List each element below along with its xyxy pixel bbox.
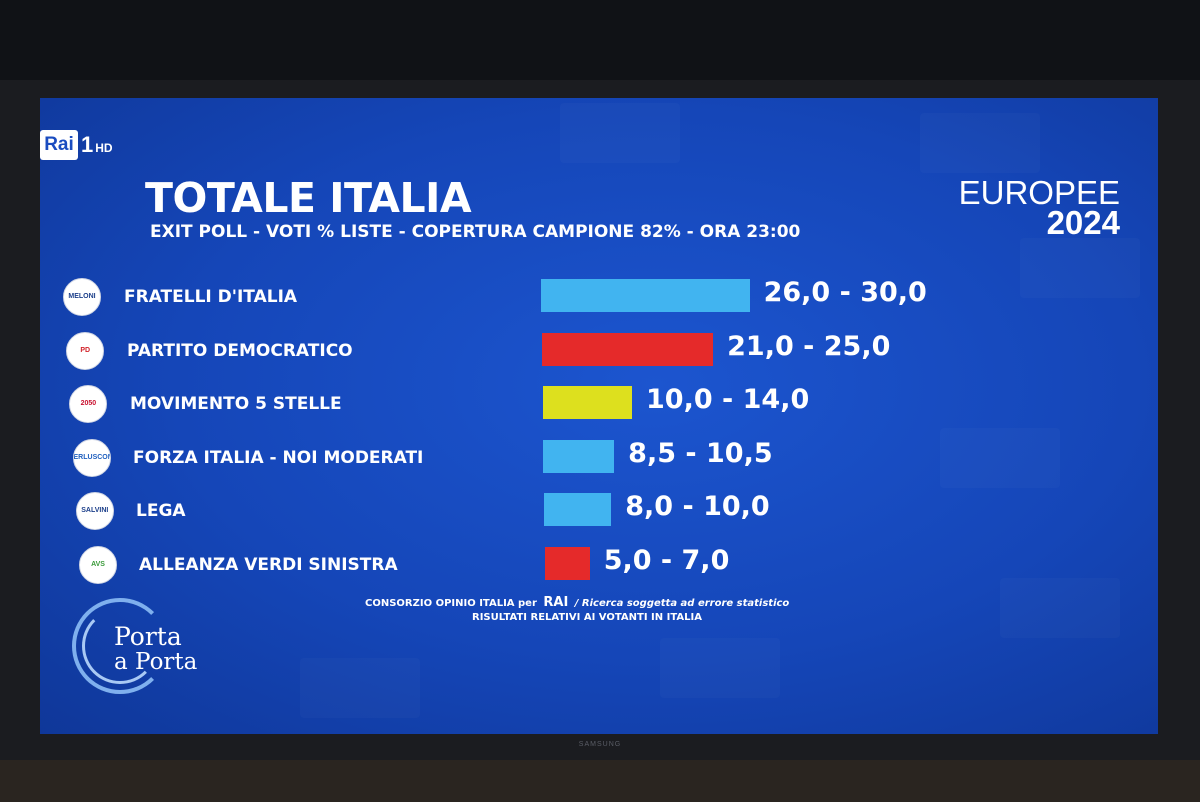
m5s-logo-icon: 2050	[69, 385, 108, 423]
chart-row: PD PARTITO DEMOCRATICO 21,0 - 25,0	[40, 327, 1158, 379]
party-logo-text: 2050	[80, 400, 97, 407]
category-label: FRATELLI D'ITALIA	[124, 287, 298, 307]
category-label: PARTITO DEMOCRATICO	[127, 340, 353, 361]
chart-row: 2050 MOVIMENTO 5 STELLE 10,0 - 14,0	[40, 380, 1158, 432]
program-ring-icon	[82, 608, 158, 684]
bar	[541, 279, 750, 312]
bar	[541, 332, 714, 366]
channel-quality: HD	[95, 141, 113, 155]
party-logo-text: MELONI	[68, 293, 96, 300]
party-logo-text: SALVINI	[81, 507, 109, 514]
tv-brand: SAMSUNG	[578, 741, 622, 748]
program-title-line2: a Porta	[114, 649, 198, 675]
party-logo-text: AVS	[91, 560, 105, 568]
source-brand: RAI	[543, 595, 569, 610]
source-note: / Ricerca soggetta ad errore statistico	[574, 598, 790, 609]
bar	[544, 493, 612, 526]
election-year: 2024	[1046, 204, 1120, 241]
program-logo: Porta a Porta	[70, 596, 220, 700]
program-ring-icon	[72, 598, 168, 694]
bar	[543, 439, 615, 473]
data-label: 21,0 - 25,0	[727, 330, 891, 362]
category-label: MOVIMENTO 5 STELLE	[130, 394, 342, 414]
rai-logo-icon: Rai	[40, 130, 78, 160]
chart-row: SALVINI LEGA 8,0 - 10,0	[40, 487, 1158, 539]
avs-logo-icon: AVS	[79, 545, 117, 584]
bar	[545, 546, 590, 580]
source-prefix: CONSORZIO OPINIO ITALIA per	[365, 598, 537, 609]
lega-logo-icon: SALVINI	[75, 492, 114, 530]
data-label: 10,0 - 14,0	[646, 384, 810, 415]
party-logo-text: BERLUSCONI	[73, 453, 110, 461]
channel-logo: Rai 1 HD	[40, 130, 113, 160]
pd-logo-icon: PD	[66, 331, 105, 370]
category-label: LEGA	[136, 501, 186, 521]
chart-row: BERLUSCONI FORZA ITALIA - NOI MODERATI 8,5…	[40, 434, 1158, 486]
source-credit: CONSORZIO OPINIO ITALIA per RAI / Ricerc…	[365, 595, 789, 610]
category-label: FORZA ITALIA - NOI MODERATI	[133, 447, 424, 468]
tv-screen: Rai 1 HD TOTALE ITALIA EXIT POLL - VOTI …	[40, 98, 1158, 734]
data-label: 8,0 - 10,0	[625, 491, 770, 522]
program-title-line1: Porta	[114, 622, 182, 651]
data-label: 5,0 - 7,0	[603, 544, 730, 576]
party-logo-text: PD	[80, 346, 91, 354]
source-scope: RISULTATI RELATIVI AI VOTANTI IN ITALIA	[472, 612, 702, 623]
chart-row: MELONI FRATELLI D'ITALIA 26,0 - 30,0	[40, 273, 1158, 325]
chart-title: TOTALE ITALIA	[145, 174, 472, 222]
channel-number: 1	[81, 132, 94, 157]
tv-stand	[0, 760, 1200, 802]
data-label: 8,5 - 10,5	[628, 437, 773, 469]
fdi-logo-icon: MELONI	[63, 278, 101, 316]
data-label: 26,0 - 30,0	[763, 277, 927, 308]
category-label: ALLEANZA VERDI SINISTRA	[139, 554, 398, 575]
bar	[542, 386, 632, 419]
exit-poll-bar-chart: MELONI FRATELLI D'ITALIA 26,0 - 30,0 PD PART…	[40, 98, 1158, 734]
chart-subtitle: EXIT POLL - VOTI % LISTE - COPERTURA CAM…	[150, 222, 801, 242]
fi-nm-logo-icon: BERLUSCONI	[72, 438, 111, 477]
election-name: EUROPEE	[958, 174, 1120, 211]
chart-row: AVS ALLEANZA VERDI SINISTRA 5,0 - 7,0	[40, 541, 1158, 593]
